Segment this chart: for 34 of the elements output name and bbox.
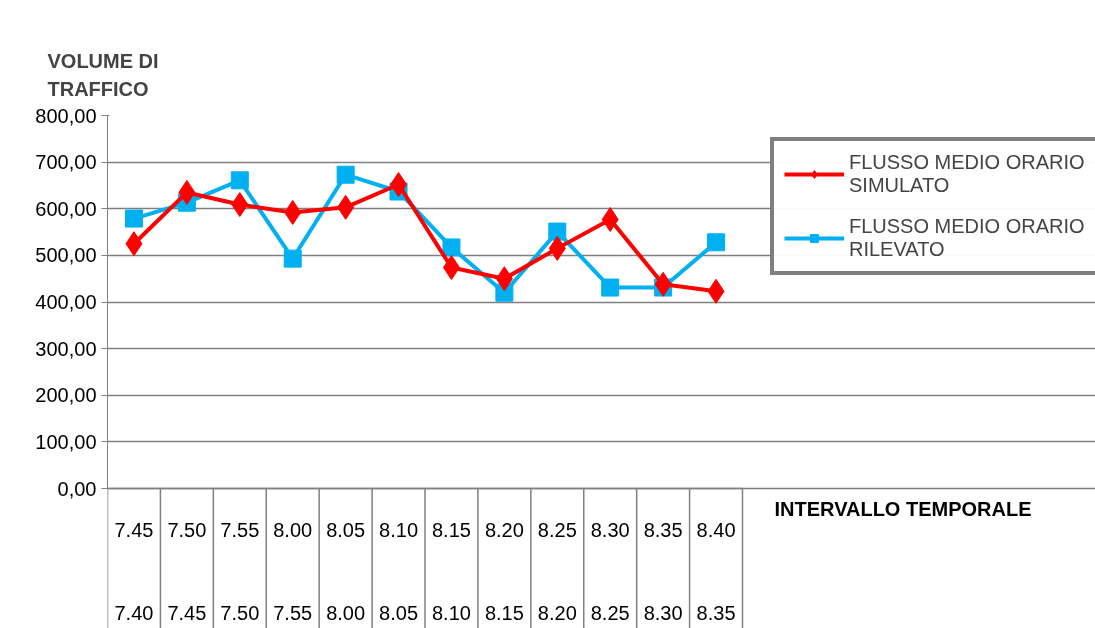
y-tick-label: 400,00 [35, 291, 97, 313]
category-label: 8.10 8.05 [379, 518, 419, 625]
x-axis-title: INTERVALLO TEMPORALE [774, 497, 1032, 520]
y-tick-label: 200,00 [35, 384, 97, 407]
point [442, 255, 460, 280]
category-label: 7.50 7.45 [167, 518, 207, 625]
category-label: 8.15 8.10 [432, 518, 471, 625]
point [707, 233, 726, 252]
legend-label: FLUSSO MEDIO ORARIO SIMULATO [849, 151, 1085, 197]
point [336, 165, 355, 184]
y-tick-label: 500,00 [35, 244, 97, 267]
category-label: 8.20 8.15 [484, 518, 524, 625]
y-tick-label: 0,00 [57, 477, 97, 500]
category-label: 8.05 8.00 [326, 518, 366, 625]
y-tick-label: 800,00 [35, 104, 97, 127]
point [548, 222, 567, 241]
category-label: 8.40 8.35 [696, 518, 736, 625]
category-label: 7.45 7.40 [114, 518, 154, 625]
point [283, 249, 302, 268]
point [124, 209, 143, 228]
y-tick-label: 300,00 [35, 337, 97, 360]
legend-label: FLUSSO MEDIO ORARIO RILEVATO [849, 215, 1085, 261]
point [230, 171, 249, 190]
category-label: 8.00 7.55 [273, 518, 313, 625]
category-label: 7.55 7.50 [220, 518, 260, 625]
y-tick-label: 700,00 [35, 151, 97, 174]
category-label: 8.35 8.30 [643, 518, 683, 625]
y-axis-title: VOLUME DI TRAFFICO [47, 49, 159, 101]
y-tick-label: 600,00 [35, 197, 97, 220]
point [601, 278, 620, 297]
y-tick-label: 100,00 [35, 430, 97, 453]
point [442, 238, 461, 257]
category-label: 8.30 8.25 [590, 518, 630, 625]
category-label: 8.25 8.20 [537, 518, 577, 625]
